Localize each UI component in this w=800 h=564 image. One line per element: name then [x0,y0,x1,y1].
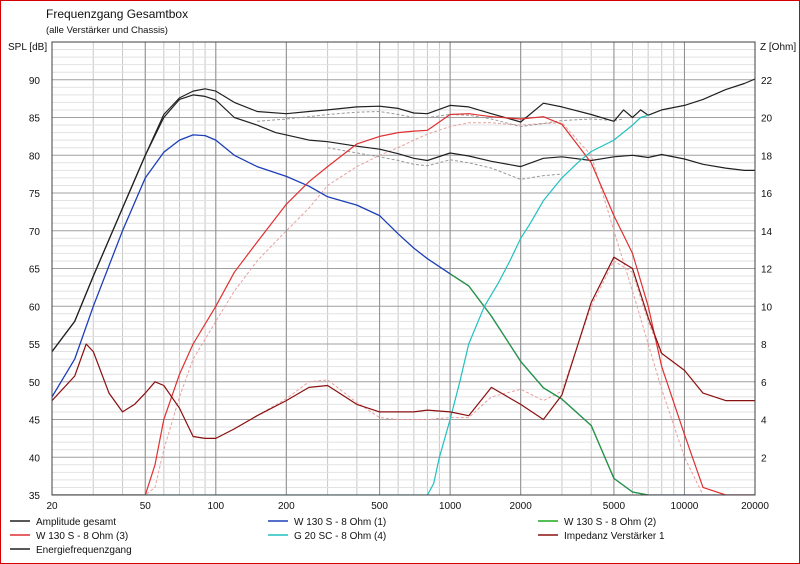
y-tick-label-right: 12 [761,265,773,276]
x-tick-label: 500 [371,501,388,512]
y-tick-label-left: 60 [29,302,41,313]
x-tick-label: 100 [207,501,224,512]
y-tick-label-right: 2 [761,453,767,464]
y-tick-label-right: 22 [761,76,773,87]
series-line [52,122,704,495]
y-tick-label-right: 20 [761,114,773,125]
x-tick-label: 1000 [439,501,462,512]
y-tick-label-right: 16 [761,189,773,200]
y-tick-label-left: 75 [29,189,41,200]
y-tick-label-right: 10 [761,302,773,313]
y-axis-right-label: Z [Ohm] [760,42,796,53]
legend-label: Impedanz Verstärker 1 [564,531,665,542]
legend-label: W 130 S - 8 Ohm (2) [564,517,656,528]
series-line [52,113,755,495]
x-tick-label: 10000 [671,501,699,512]
y-tick-label-left: 80 [29,151,41,162]
legend-label: G 20 SC - 8 Ohm (4) [294,531,386,542]
chart-subtitle: (alle Verstärker und Chassis) [46,25,168,36]
y-tick-label-left: 65 [29,265,41,276]
x-tick-label: 200 [278,501,295,512]
y-tick-label-right: 8 [761,340,767,351]
y-tick-label-left: 35 [29,491,41,502]
legend: Amplitude gesamt W 130 S - 8 Ohm (1) W 130… [10,517,665,556]
y-tick-label-right: 14 [761,227,773,238]
series-line [52,78,755,352]
y-tick-label-left: 70 [29,227,41,238]
series-line [52,94,755,352]
y-tick-label-right: 6 [761,378,767,389]
y-tick-label-right: 18 [761,151,773,162]
legend-label: W 130 S - 8 Ohm (1) [294,517,386,528]
y-tick-label-left: 55 [29,340,41,351]
legend-label: Amplitude gesamt [36,517,116,528]
axis-ticks: 20 50 100 200 500 1000 2000 5000 10000 20000 35 40 4… [29,76,773,512]
y-tick-label-left: 50 [29,378,41,389]
x-tick-label: 20 [46,501,58,512]
y-tick-label-left: 40 [29,453,41,464]
series-line [449,273,755,495]
legend-label: W 130 S - 8 Ohm (3) [36,531,128,542]
x-tick-label: 5000 [603,501,626,512]
chart-title: Frequenzgang Gesamtbox [46,7,188,21]
x-tick-label: 20000 [741,501,769,512]
y-tick-label-right: 4 [761,416,767,427]
series-line [52,260,663,439]
y-tick-label-left: 85 [29,114,41,125]
series-line [257,111,624,128]
plot-border [51,41,756,496]
legend-label: Energiefrequenzgang [36,545,132,556]
y-tick-label-left: 45 [29,416,41,427]
series-line [327,147,562,180]
x-tick-label: 2000 [510,501,533,512]
y-axis-left-label: SPL [dB] [8,42,47,53]
series-line [52,114,649,495]
y-tick-label-left: 90 [29,76,41,87]
x-tick-label: 50 [140,501,152,512]
series-line [52,256,755,439]
series-group [52,78,755,495]
